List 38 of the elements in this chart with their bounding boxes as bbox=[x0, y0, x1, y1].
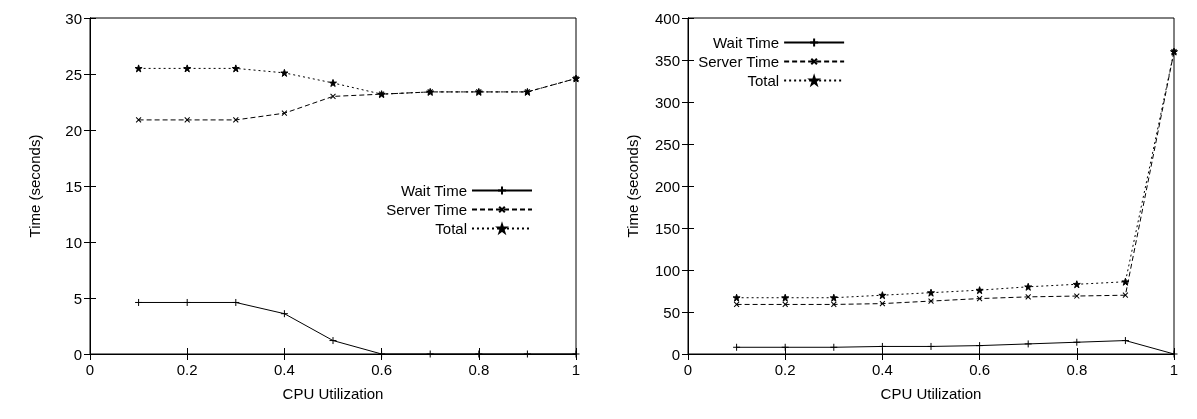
x-tick-label: 0.6 bbox=[969, 361, 991, 378]
y-tick-label: 30 bbox=[65, 9, 82, 27]
y-tick-label: 150 bbox=[654, 219, 680, 237]
x-tick-label: 0.6 bbox=[371, 361, 393, 378]
y-axis-title: Time (seconds) bbox=[624, 134, 641, 238]
x-tick-label: 0.2 bbox=[774, 361, 796, 378]
y-tick-label: 5 bbox=[73, 289, 82, 307]
y-tick-label: 300 bbox=[654, 93, 680, 111]
y-tick-label: 50 bbox=[663, 303, 680, 321]
y-tick-label: 250 bbox=[654, 135, 680, 153]
y-tick-label: 0 bbox=[73, 345, 82, 363]
x-tick-label: 0.8 bbox=[1066, 361, 1088, 378]
y-tick-label: 20 bbox=[65, 121, 82, 139]
legend-label: Server Time bbox=[386, 201, 467, 218]
y-tick-label: 100 bbox=[654, 261, 680, 279]
legend-label: Total bbox=[747, 72, 780, 89]
y-axis-title: Time (seconds) bbox=[26, 134, 43, 238]
legend-label: Server Time bbox=[698, 53, 780, 70]
x-tick-label: 0 bbox=[85, 361, 95, 378]
x-tick-label: 0.2 bbox=[176, 361, 198, 378]
x-tick-label: 1 bbox=[1169, 361, 1179, 378]
x-axis-title: CPU Utilization bbox=[880, 385, 982, 402]
y-tick-label: 350 bbox=[654, 51, 680, 69]
x-tick-label: 0.4 bbox=[273, 361, 295, 378]
x-tick-label: 1 bbox=[571, 361, 581, 378]
x-axis-title: CPU Utilization bbox=[282, 385, 384, 402]
legend-label: Total bbox=[435, 220, 467, 237]
y-tick-label: 200 bbox=[654, 177, 680, 195]
y-tick-label: 0 bbox=[671, 345, 680, 363]
y-tick-label: 25 bbox=[65, 65, 82, 83]
legend-label: Wait Time bbox=[713, 34, 780, 51]
legend-label: Wait Time bbox=[400, 182, 467, 199]
x-tick-label: 0.4 bbox=[871, 361, 893, 378]
x-tick-label: 0.8 bbox=[468, 361, 490, 378]
y-tick-label: 15 bbox=[65, 177, 82, 195]
y-tick-label: 10 bbox=[65, 233, 82, 251]
y-tick-label: 400 bbox=[654, 9, 680, 27]
x-tick-label: 0 bbox=[683, 361, 693, 378]
